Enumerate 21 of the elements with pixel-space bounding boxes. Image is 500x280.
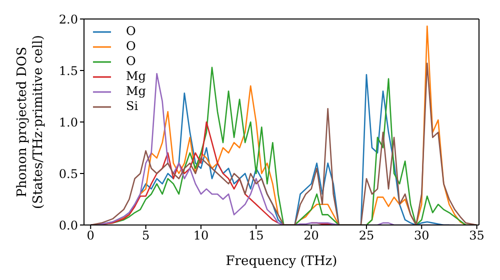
legend-label: O	[126, 54, 136, 69]
x-axis-title: Frequency (THz)	[226, 254, 338, 269]
y-axis-title: Phonon projected DOS (States/THz·primitive cell)	[15, 34, 46, 210]
y-tick-label: 0.0	[58, 218, 78, 232]
x-tick-label: 30	[414, 228, 430, 243]
legend-label: Mg	[126, 69, 146, 84]
legend-label: Si	[126, 99, 138, 114]
x-tick-label: 15	[248, 228, 264, 243]
x-tick-label: 10	[193, 228, 209, 243]
x-tick-label: 0	[86, 228, 94, 243]
legend-label: O	[126, 24, 136, 39]
x-tick-label: 5	[142, 228, 150, 243]
y-tick-label: 1.5	[58, 64, 78, 78]
legend-label: O	[126, 39, 136, 54]
x-tick-label: 20	[304, 228, 319, 243]
y-tick-label: 0.5	[58, 166, 78, 181]
y-tick-label: 2.0	[58, 12, 78, 26]
x-tick-label: 25	[358, 228, 374, 243]
x-tick-label: 35	[469, 228, 484, 243]
y-tick-label: 1.0	[58, 115, 78, 130]
legend-label: Mg	[126, 84, 146, 99]
